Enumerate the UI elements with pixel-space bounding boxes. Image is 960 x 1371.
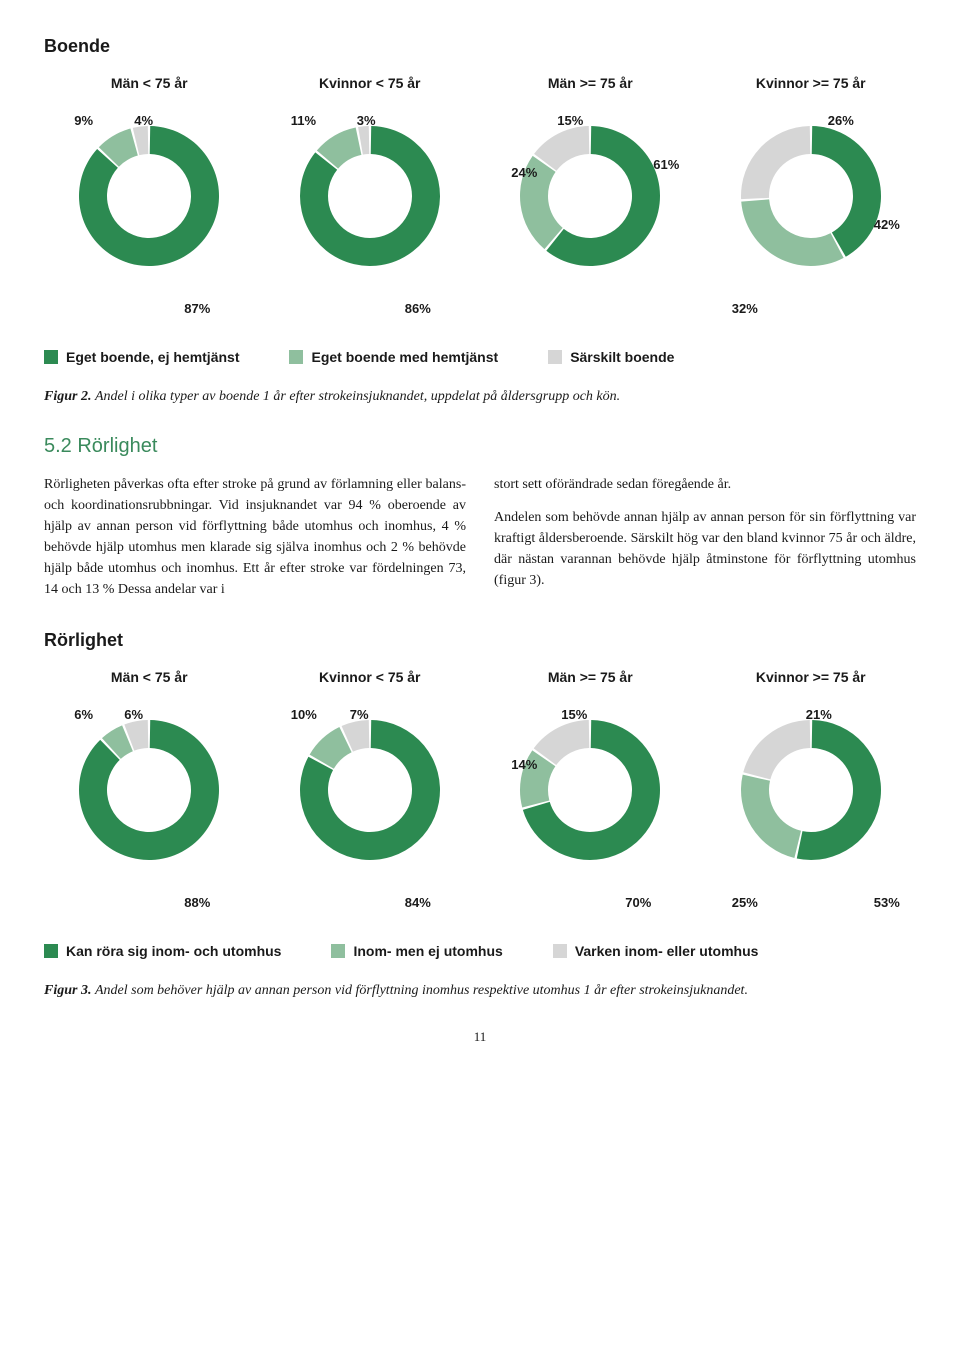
pct-label: 32% (732, 301, 758, 316)
donut-wrap: 87% 9% 4% (54, 101, 244, 331)
donut-wrap: 88% 6% 6% (54, 695, 244, 925)
legend-text: Varken inom- eller utomhus (575, 943, 759, 959)
pct-label: 14% (511, 757, 537, 772)
donut-cell: Män >= 75 år 61% 24% 15% (485, 75, 696, 331)
donut-cell: Män < 75 år 87% 9% 4% (44, 75, 255, 331)
legend-item: Eget boende med hemtjänst (289, 349, 498, 365)
section1-chart-row: Män < 75 år 87% 9% 4% Kvinnor < 75 år 86% 11% 3… (44, 75, 916, 331)
legend-text: Inom- men ej utomhus (353, 943, 502, 959)
donut-cell: Kvinnor >= 75 år 53% 25% 21% (706, 669, 917, 925)
donut-cell: Män >= 75 år 70% 14% 15% (485, 669, 696, 925)
legend-text: Kan röra sig inom- och utomhus (66, 943, 281, 959)
donut-wrap: 70% 14% 15% (495, 695, 685, 925)
pct-label: 10% (291, 707, 317, 722)
donut-cell: Kvinnor < 75 år 86% 11% 3% (265, 75, 476, 331)
figure2-caption: Figur 2. Andel i olika typer av boende 1… (44, 389, 916, 405)
legend-swatch (44, 350, 58, 364)
figure3-text: Andel som behöver hjälp av annan person … (95, 983, 748, 998)
legend-text: Särskilt boende (570, 349, 674, 365)
pct-label: 61% (653, 157, 679, 172)
pct-label: 11% (291, 113, 316, 128)
section2-chart-row: Män < 75 år 88% 6% 6% Kvinnor < 75 år 84% 10% 7… (44, 669, 916, 925)
pct-label: 15% (557, 113, 583, 128)
page-number: 11 (44, 1029, 916, 1045)
pct-label: 21% (806, 707, 832, 722)
section2-legend: Kan röra sig inom- och utomhus Inom- men … (44, 943, 916, 959)
donut-cell: Kvinnor < 75 år 84% 10% 7% (265, 669, 476, 925)
pct-label: 6% (124, 707, 143, 722)
pct-label: 3% (357, 113, 376, 128)
donut-cell: Kvinnor >= 75 år 42% 32% 26% (706, 75, 917, 331)
figure2-num: Figur 2. (44, 389, 91, 404)
legend-text: Eget boende, ej hemtjänst (66, 349, 239, 365)
donut-slice (741, 775, 801, 858)
donut-wrap: 86% 11% 3% (275, 101, 465, 331)
legend-text: Eget boende med hemtjänst (311, 349, 498, 365)
legend-item: Inom- men ej utomhus (331, 943, 502, 959)
donut-title: Män >= 75 år (548, 669, 633, 685)
donut-title: Män < 75 år (111, 75, 188, 91)
legend-swatch (553, 944, 567, 958)
donut-wrap: 53% 25% 21% (716, 695, 906, 925)
pct-label: 9% (74, 113, 93, 128)
pct-label: 53% (874, 895, 900, 910)
donut-title: Kvinnor >= 75 år (756, 75, 866, 91)
donut-wrap: 61% 24% 15% (495, 101, 685, 331)
pct-label: 86% (405, 301, 431, 316)
body-columns: Rörligheten påverkas ofta efter stroke p… (44, 474, 916, 600)
body-col-right: stort sett oförändrade sedan föregående … (494, 474, 916, 600)
donut-slice (743, 720, 810, 779)
donut-title: Män < 75 år (111, 669, 188, 685)
subhead-5-2: 5.2 Rörlighet (44, 435, 916, 458)
donut-wrap: 42% 32% 26% (716, 101, 906, 331)
donut-title: Män >= 75 år (548, 75, 633, 91)
pct-label: 25% (732, 895, 758, 910)
pct-label: 26% (828, 113, 854, 128)
donut-slice (79, 720, 219, 860)
legend-swatch (548, 350, 562, 364)
pct-label: 6% (74, 707, 93, 722)
legend-item: Eget boende, ej hemtjänst (44, 349, 239, 365)
pct-label: 70% (625, 895, 651, 910)
donut-wrap: 84% 10% 7% (275, 695, 465, 925)
body-col-left: Rörligheten påverkas ofta efter stroke p… (44, 474, 466, 600)
donut-slice (741, 126, 810, 199)
pct-label: 84% (405, 895, 431, 910)
pct-label: 87% (184, 301, 210, 316)
pct-label: 4% (134, 113, 153, 128)
section2-title: Rörlighet (44, 630, 916, 651)
donut-title: Kvinnor < 75 år (319, 75, 421, 91)
donut-title: Kvinnor >= 75 år (756, 669, 866, 685)
body-para: stort sett oförändrade sedan föregående … (494, 474, 916, 495)
section1-title: Boende (44, 36, 916, 57)
figure3-caption: Figur 3. Andel som behöver hjälp av anna… (44, 983, 916, 999)
donut-cell: Män < 75 år 88% 6% 6% (44, 669, 255, 925)
pct-label: 88% (184, 895, 210, 910)
figure2-text: Andel i olika typer av boende 1 år efter… (95, 389, 620, 404)
donut-title: Kvinnor < 75 år (319, 669, 421, 685)
legend-item: Särskilt boende (548, 349, 674, 365)
legend-swatch (331, 944, 345, 958)
body-para: Andelen som behövde annan hjälp av annan… (494, 507, 916, 591)
pct-label: 15% (561, 707, 587, 722)
legend-item: Kan röra sig inom- och utomhus (44, 943, 281, 959)
pct-label: 7% (350, 707, 369, 722)
pct-label: 24% (511, 165, 537, 180)
legend-swatch (44, 944, 58, 958)
section1-legend: Eget boende, ej hemtjänst Eget boende med… (44, 349, 916, 365)
legend-swatch (289, 350, 303, 364)
donut-slice (741, 199, 843, 266)
legend-item: Varken inom- eller utomhus (553, 943, 759, 959)
figure3-num: Figur 3. (44, 983, 91, 998)
pct-label: 42% (874, 217, 900, 232)
